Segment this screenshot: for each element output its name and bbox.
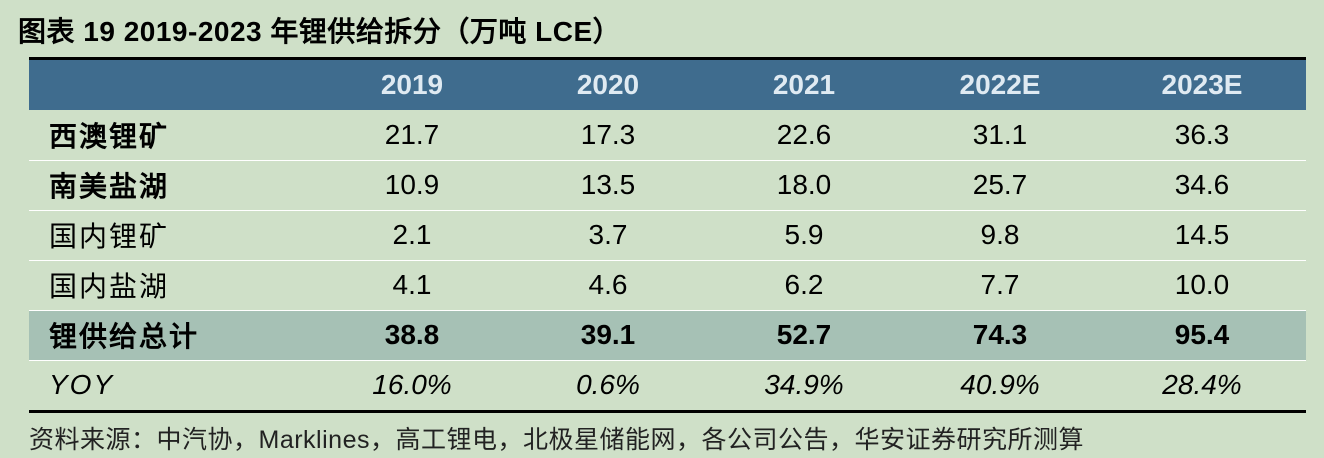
table-cell: 31.1 xyxy=(972,118,1028,150)
table-cell: 2.1 xyxy=(392,219,432,250)
row-label: 西澳锂矿 xyxy=(49,120,170,152)
table-row-west-australia-mine: 西澳锂矿 21.7 17.3 22.6 31.1 36.3 xyxy=(29,110,1306,160)
table-row-domestic-brine: 国内盐湖 4.1 4.6 6.2 7.7 10.0 xyxy=(29,260,1306,310)
header-cell-2021: 2021 xyxy=(772,69,836,100)
table-cell: 7.7 xyxy=(980,269,1020,300)
table-cell: 10.9 xyxy=(384,169,440,200)
table-cell: 10.0 xyxy=(1174,269,1230,300)
table-row-domestic-mine: 国内锂矿 2.1 3.7 5.9 9.8 14.5 xyxy=(29,210,1306,260)
table-cell: 40.9% xyxy=(960,369,1040,401)
header-cell-2020: 2020 xyxy=(576,69,640,100)
table-cell: 14.5 xyxy=(1174,219,1230,250)
table-cell: 25.7 xyxy=(972,169,1028,200)
table-cell: 17.3 xyxy=(580,118,636,150)
table-cell: 95.4 xyxy=(1174,319,1230,350)
table-cell: 34.9% xyxy=(764,369,844,401)
table-cell: 21.7 xyxy=(384,118,440,150)
header-cell-2019: 2019 xyxy=(380,69,444,100)
row-label: 国内锂矿 xyxy=(49,221,170,252)
supply-table: 2019 2020 2021 2022E 2023E 西澳锂矿 21.7 17.… xyxy=(29,60,1306,410)
row-label: YOY xyxy=(49,369,115,401)
table-cell: 4.6 xyxy=(588,269,628,300)
table-cell: 22.6 xyxy=(776,118,832,150)
header-cell-blank xyxy=(29,60,314,110)
table-cell: 18.0 xyxy=(776,169,832,200)
table-cell: 5.9 xyxy=(784,219,824,250)
table-cell: 9.8 xyxy=(980,219,1020,250)
row-label: 国内盐湖 xyxy=(49,271,170,302)
table-row-south-america-brine: 南美盐湖 10.9 13.5 18.0 25.7 34.6 xyxy=(29,160,1306,210)
source-note: 资料来源：中汽协，Marklines，高工锂电，北极星储能网，各公司公告，华安证… xyxy=(29,426,1084,454)
table-cell: 3.7 xyxy=(588,219,628,250)
table-cell: 38.8 xyxy=(384,319,440,350)
table-row-total: 锂供给总计 38.8 39.1 52.7 74.3 95.4 xyxy=(29,310,1306,360)
table-cell: 36.3 xyxy=(1174,118,1230,150)
table-cell: 28.4% xyxy=(1162,369,1242,401)
table-cell: 4.1 xyxy=(392,269,432,300)
table-cell: 34.6 xyxy=(1174,169,1230,200)
table-cell: 6.2 xyxy=(784,269,824,300)
figure-title: 图表 19 2019-2023 年锂供给拆分（万吨 LCE） xyxy=(18,16,622,47)
data-table-container: 2019 2020 2021 2022E 2023E 西澳锂矿 21.7 17.… xyxy=(29,57,1306,413)
row-label: 南美盐湖 xyxy=(49,171,170,202)
header-row: 2019 2020 2021 2022E 2023E xyxy=(29,60,1306,110)
table-row-yoy: YOY 16.0% 0.6% 34.9% 40.9% 28.4% xyxy=(29,360,1306,410)
header-cell-2022e: 2022E xyxy=(959,69,1041,100)
table-cell: 52.7 xyxy=(776,319,832,350)
bottom-rule xyxy=(29,410,1306,413)
header-cell-2023e: 2023E xyxy=(1161,69,1243,100)
table-cell: 39.1 xyxy=(580,319,636,350)
top-rule xyxy=(29,57,1306,60)
table-cell: 0.6% xyxy=(576,369,640,401)
table-cell: 74.3 xyxy=(972,319,1028,350)
table-cell: 13.5 xyxy=(580,169,636,200)
row-label: 锂供给总计 xyxy=(49,321,200,352)
table-cell: 16.0% xyxy=(372,369,452,401)
